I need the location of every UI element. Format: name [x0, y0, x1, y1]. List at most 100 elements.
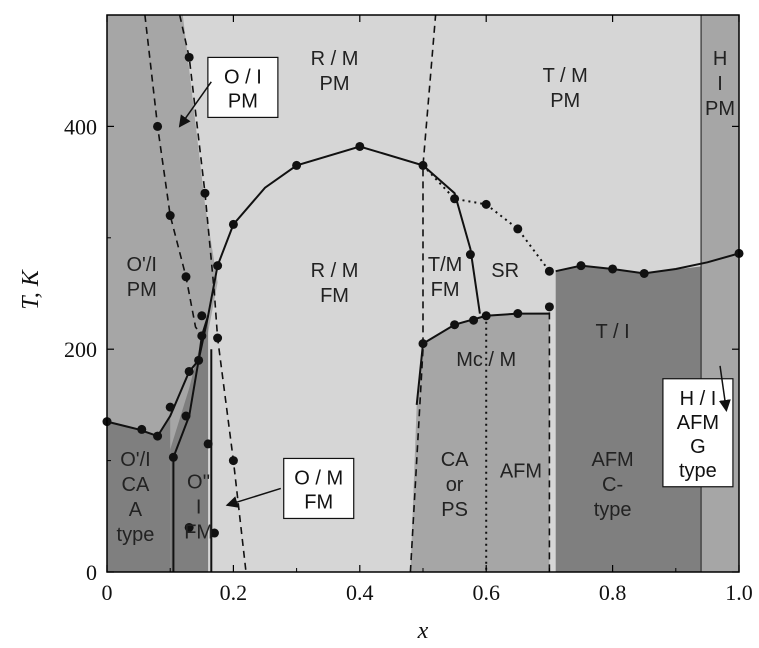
data-point-32 — [165, 211, 175, 221]
data-point-12 — [213, 261, 223, 271]
boundary-r-t-dashed — [409, 14, 437, 573]
region-label-12: T / I — [596, 321, 630, 343]
arrow-o-m-fm — [225, 487, 282, 508]
data-point-37 — [228, 456, 238, 466]
data-point-18 — [481, 199, 491, 209]
data-point-15 — [355, 141, 365, 151]
x-tick-label: 0.4 — [346, 580, 374, 605]
region-label-line: O'' — [187, 471, 210, 493]
region-o-double-prime-fill — [170, 315, 209, 572]
region-label-line: T / I — [596, 321, 630, 343]
region-label-line: type — [117, 524, 155, 546]
boxed-label-line: G — [690, 436, 706, 458]
data-point-27 — [469, 315, 479, 325]
region-label-line: FM — [184, 521, 213, 543]
boxed-label-line: PM — [228, 90, 258, 112]
data-point-19 — [513, 224, 523, 234]
region-label-line: PM — [127, 279, 157, 301]
region-label-6: SR — [491, 260, 519, 282]
data-point-22 — [608, 264, 618, 274]
arrow-o-i-pm — [178, 81, 212, 128]
region-label-line: O'/I — [127, 254, 158, 276]
axes-ticks: 0 0.2 0.4 0.6 0.8 1.0 0 200 400 — [64, 14, 753, 605]
region-label-line: or — [446, 474, 464, 496]
region-label-line: FM — [320, 285, 349, 307]
data-point-21 — [576, 261, 586, 271]
data-point-17 — [450, 194, 460, 204]
x-tick-label: 0 — [102, 580, 113, 605]
data-point-8 — [194, 355, 204, 365]
region-label-line: AFM — [591, 449, 633, 471]
region-t-i-fill — [555, 253, 739, 572]
region-label-line: CA — [441, 449, 469, 471]
data-point-35 — [200, 188, 210, 198]
region-label-8: H I PM — [705, 48, 735, 120]
data-point-2 — [153, 431, 163, 441]
data-point-28 — [481, 311, 491, 321]
data-point-9 — [197, 331, 207, 341]
region-label-line: Mc / M — [456, 349, 516, 371]
region-label-line: PM — [320, 73, 350, 95]
boxed-label-line: O / M — [294, 467, 343, 489]
data-point-38 — [209, 528, 219, 538]
boxed-label-line: FM — [304, 491, 333, 513]
region-label-line: AFM — [500, 460, 542, 482]
x-axis-label: x — [417, 618, 429, 644]
region-label-line: PM — [550, 90, 580, 112]
boxed-label-0: O / I PM — [224, 66, 262, 112]
region-label-4: R / M FM — [311, 260, 359, 307]
boxed-label-line: H / I — [680, 388, 717, 410]
data-point-13 — [228, 219, 238, 229]
region-label-line: C- — [602, 474, 623, 496]
region-label-line: PS — [441, 499, 468, 521]
region-label-13: AFM C-type — [591, 449, 633, 521]
data-point-3 — [165, 402, 175, 412]
data-point-26 — [450, 320, 460, 330]
data-point-4 — [168, 452, 178, 462]
region-label-10: CA or PS — [441, 449, 469, 521]
data-point-1 — [137, 424, 147, 434]
y-tick-label: 200 — [64, 337, 97, 362]
data-point-24 — [465, 250, 475, 260]
data-point-36 — [213, 333, 223, 343]
x-tick-label: 0.6 — [472, 580, 500, 605]
region-label-5: T/M FM — [428, 254, 462, 301]
data-point-6 — [184, 366, 194, 376]
boxed-label-frame-1 — [283, 457, 355, 520]
data-point-30 — [544, 302, 554, 312]
region-label-line: type — [594, 499, 632, 521]
data-points — [102, 52, 744, 538]
data-point-10 — [197, 311, 207, 321]
x-tick-label: 0.8 — [599, 580, 627, 605]
region-label-11: AFM — [500, 460, 542, 482]
region-o-prime-ca-fill — [107, 416, 171, 572]
boxed-label-1: O / M FM — [294, 467, 343, 513]
data-point-25 — [418, 339, 428, 349]
boundary-o-prime-dashed — [144, 14, 203, 337]
boxed-label-line: O / I — [224, 66, 262, 88]
region-label-line: PM — [705, 98, 735, 120]
x-tick-label: 1.0 — [725, 580, 753, 605]
arrow-h-i-afm — [718, 365, 731, 412]
boxed-label-frame-2 — [662, 378, 734, 488]
y-axis-label: T, K — [18, 268, 44, 310]
region-label-line: R / M — [311, 48, 359, 70]
region-label-line: T / M — [543, 65, 588, 87]
region-label-line: O'/I — [120, 449, 151, 471]
data-point-5 — [181, 411, 191, 421]
region-label-line: CA — [122, 474, 150, 496]
boxed-label-line: type — [679, 460, 717, 482]
region-label-line: H — [713, 48, 727, 70]
region-label-line: R / M — [311, 260, 359, 282]
region-label-line: I — [717, 73, 723, 95]
region-label-9: Mc / M — [456, 349, 516, 371]
region-label-3: R / M PM — [311, 48, 359, 95]
region-label-7: T / M PM — [543, 65, 588, 112]
region-mc-fill — [410, 312, 550, 572]
region-label-line: I — [196, 496, 202, 518]
y-tick-label: 0 — [86, 560, 97, 585]
region-label-0: O'/I PM — [127, 254, 158, 301]
